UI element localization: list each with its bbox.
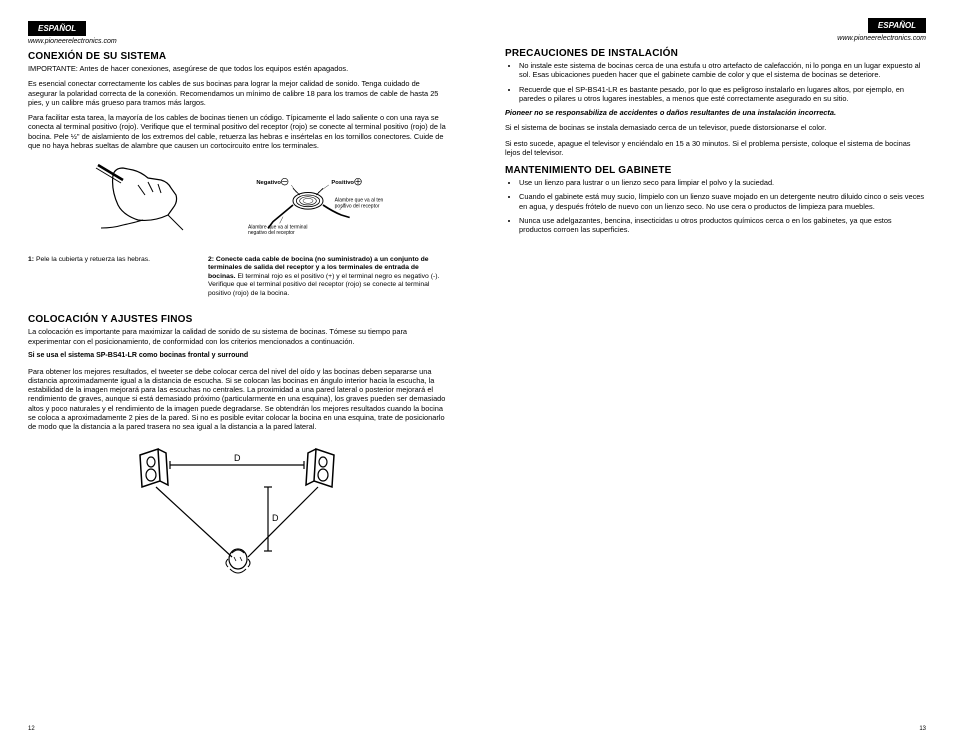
text-important: IMPORTANTE: Antes de hacer conexiones, a… xyxy=(28,64,448,73)
page-right: ESPAÑOL www.pioneerelectronics.com PRECA… xyxy=(477,0,954,738)
hand-diagram xyxy=(93,160,213,250)
coil-diagram: Negativo Positivo xyxy=(233,160,383,250)
caption-row: 1: Pele la cubierta y retuerza las hebra… xyxy=(28,256,448,298)
heading-connection: CONEXIÓN DE SU SISTEMA xyxy=(28,51,448,62)
speaker-terminal-icon: Negativo Positivo xyxy=(233,160,383,250)
neg-text: Negativo xyxy=(256,180,281,186)
text-tv-fix: Si esto sucede, apague el televisor y en… xyxy=(505,139,926,158)
heading-maintenance: MANTENIMIENTO DEL GABINETE xyxy=(505,165,926,176)
precautions-list: No instale este sistema de bocinas cerca… xyxy=(505,61,926,103)
text-essential: Es esencial conectar correctamente los c… xyxy=(28,79,448,107)
url-right: www.pioneerelectronics.com xyxy=(505,35,926,42)
neg-wire-label: Alambre que va al terminal negativo del … xyxy=(248,224,309,236)
page-number-right: 13 xyxy=(919,726,926,732)
heading-placement: COLOCACIÓN Y AJUSTES FINOS xyxy=(28,314,448,325)
speaker-placement-icon: D D xyxy=(118,441,358,581)
list-item: Nunca use adelgazantes, bencina, insecti… xyxy=(519,216,926,235)
pos-wire-label: Alambre que va al terminal positivo del … xyxy=(335,198,383,210)
lang-badge-right: ESPAÑOL xyxy=(868,18,926,33)
text-tv-distort: Si el sistema de bocinas se instala dema… xyxy=(505,123,926,132)
header-left: ESPAÑOL xyxy=(28,18,448,36)
list-item: Cuando el gabinete está muy sucio, límpi… xyxy=(519,192,926,211)
caption-1: 1: Pele la cubierta y retuerza las hebra… xyxy=(28,256,188,298)
heading-precautions: PRECAUCIONES DE INSTALACIÓN xyxy=(505,48,926,59)
list-item: Use un lienzo para lustrar o un lienzo s… xyxy=(519,178,926,187)
text-if-used: Si se usa el sistema SP-BS41-LR como boc… xyxy=(28,352,448,361)
wire-diagram-row: Negativo Positivo xyxy=(28,160,448,250)
maintenance-list: Use un lienzo para lustrar o un lienzo s… xyxy=(505,178,926,234)
caption-2: 2: Conecte cada cable de bocina (no sumi… xyxy=(208,256,448,298)
url-left: www.pioneerelectronics.com xyxy=(28,38,448,45)
header-right: ESPAÑOL xyxy=(505,18,926,33)
d-label-h: D xyxy=(234,453,241,463)
lang-badge-left: ESPAÑOL xyxy=(28,21,86,36)
text-best-results: Para obtener los mejores resultados, el … xyxy=(28,367,448,432)
list-item: No instale este sistema de bocinas cerca… xyxy=(519,61,926,80)
pos-text: Positivo xyxy=(331,180,354,186)
hand-strip-icon xyxy=(93,160,213,250)
disclaimer: Pioneer no se responsabiliza de accident… xyxy=(505,108,926,117)
d-label-v: D xyxy=(272,513,279,523)
text-facilitate: Para facilitar esta tarea, la mayoría de… xyxy=(28,113,448,150)
text-placement-intro: La colocación es importante para maximiz… xyxy=(28,327,448,346)
list-item: Recuerde que el SP-BS41-LR es bastante p… xyxy=(519,85,926,104)
page-number-left: 12 xyxy=(28,726,35,732)
page-left: ESPAÑOL www.pioneerelectronics.com CONEX… xyxy=(0,0,477,738)
